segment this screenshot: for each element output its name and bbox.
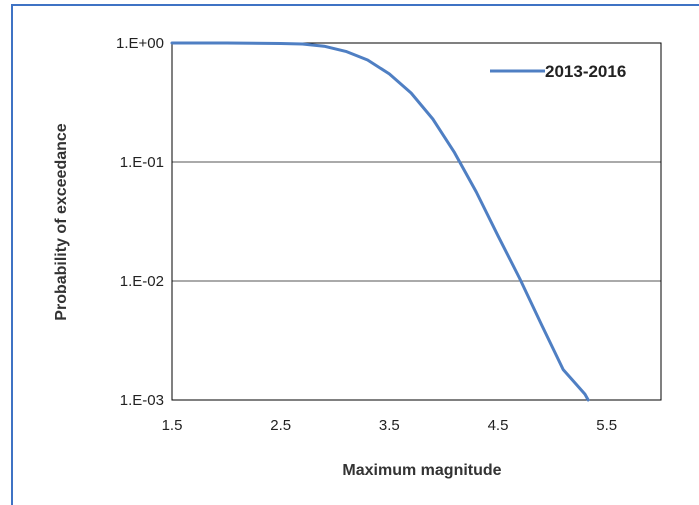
series-group bbox=[170, 41, 590, 402]
x-tick-labels: 1.5 2.5 3.5 4.5 5.5 bbox=[162, 417, 618, 434]
legend-label-2013-2016: 2013-2016 bbox=[545, 62, 626, 81]
y-tick-labels: 1.E+00 1.E-01 1.E-02 1.E-03 bbox=[116, 35, 164, 409]
y-tick-label: 1.E-03 bbox=[120, 392, 164, 409]
x-tick-label: 4.5 bbox=[488, 417, 509, 434]
grid-lines bbox=[172, 161, 661, 282]
chart-frame bbox=[11, 4, 699, 505]
y-axis-label: Probability of exceedance bbox=[53, 123, 70, 321]
x-tick-label: 3.5 bbox=[379, 417, 400, 434]
legend: 2013-2016 bbox=[490, 62, 626, 81]
plot-area bbox=[171, 42, 662, 401]
x-tick-label: 2.5 bbox=[270, 417, 291, 434]
y-tick-label: 1.E-01 bbox=[120, 154, 164, 171]
x-tick-label: 1.5 bbox=[162, 417, 183, 434]
x-axis-label: Maximum magnitude bbox=[342, 462, 501, 479]
y-tick-label: 1.E-02 bbox=[120, 273, 164, 290]
x-tick-label: 5.5 bbox=[596, 417, 617, 434]
series-line-0 bbox=[170, 41, 590, 402]
y-tick-label: 1.E+00 bbox=[116, 35, 164, 52]
